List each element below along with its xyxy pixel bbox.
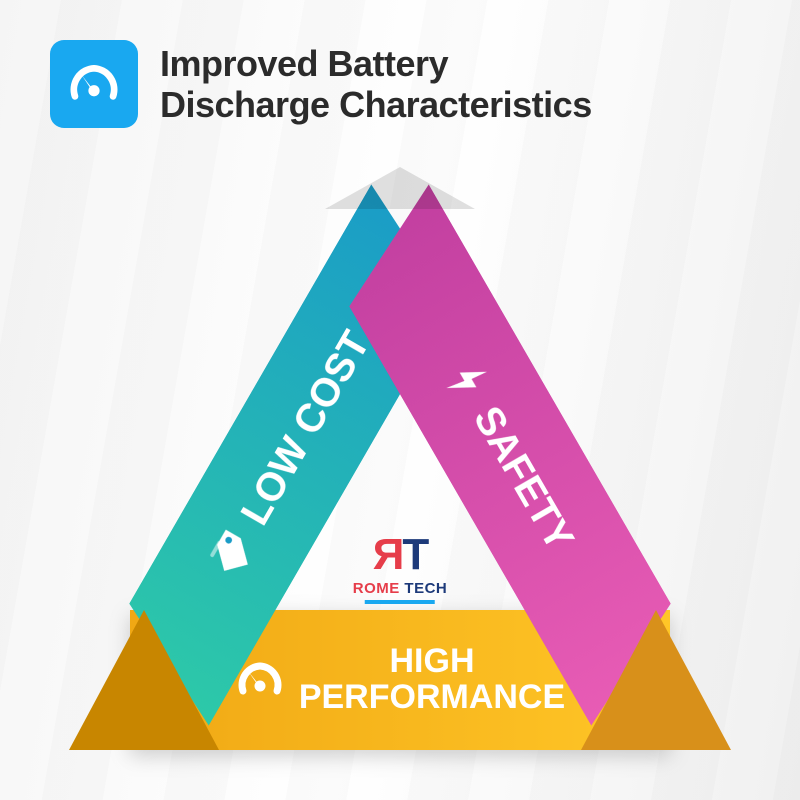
logo-t-letter: T [402, 530, 427, 579]
title-line-2: Discharge Characteristics [160, 84, 592, 125]
title-line-1: Improved Battery [160, 43, 592, 84]
header: Improved Battery Discharge Characteristi… [50, 40, 592, 128]
bottom-label-line-2: PERFORMANCE [299, 680, 565, 716]
brand-word-2: TECH [404, 580, 447, 597]
right-label: SAFETY [465, 399, 583, 558]
gauge-icon [66, 56, 122, 112]
logo-brand: ROME TECH [353, 580, 448, 597]
bolt-icon [436, 351, 498, 410]
logo-rt: ЯT [353, 530, 448, 580]
brand-word-1: ROME [353, 580, 400, 597]
page-title: Improved Battery Discharge Characteristi… [160, 43, 592, 126]
logo-underline [365, 600, 435, 604]
price-tag-icon [200, 522, 266, 588]
center-logo: ЯT ROME TECH [353, 530, 448, 604]
logo-r-letter: Я [373, 530, 403, 579]
fold-top [325, 167, 475, 209]
header-icon-badge [50, 40, 138, 128]
triangle-infographic: HIGH PERFORMANCE LOW COST SAFETY ЯT ROME… [55, 175, 745, 770]
left-label: LOW COST [232, 324, 379, 533]
bottom-labels: HIGH PERFORMANCE [299, 644, 565, 715]
bottom-label-line-1: HIGH [299, 644, 565, 680]
